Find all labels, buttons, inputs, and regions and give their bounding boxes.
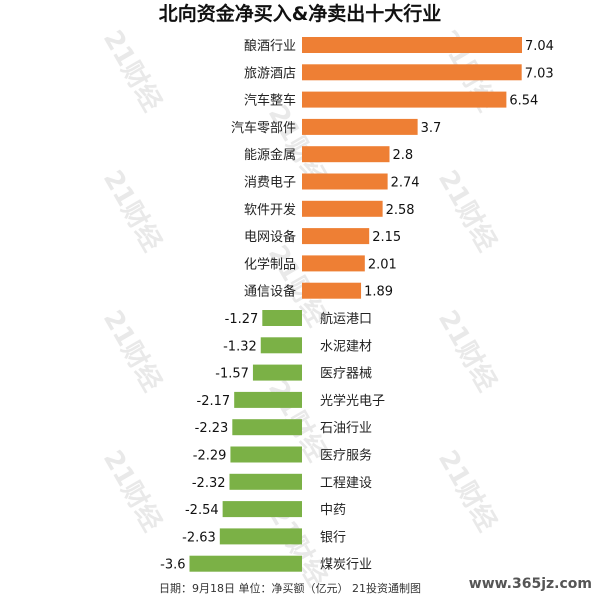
category-label-12: 水泥建材 bbox=[320, 339, 372, 354]
value-label-7: 2.58 bbox=[386, 203, 415, 218]
category-label-1: 酿酒行业 bbox=[244, 38, 296, 54]
watermark-8: 21财经 bbox=[432, 305, 503, 397]
value-label-9: 2.01 bbox=[368, 257, 397, 272]
category-label-20: 煤炭行业 bbox=[320, 558, 372, 573]
category-label-8: 电网设备 bbox=[244, 229, 296, 245]
bar-12 bbox=[260, 337, 302, 354]
value-label-1: 7.04 bbox=[525, 39, 554, 54]
bar-14 bbox=[234, 391, 302, 408]
value-label-6: 2.74 bbox=[391, 176, 420, 191]
category-label-2: 旅游酒店 bbox=[244, 66, 296, 81]
bar-13 bbox=[252, 364, 302, 381]
bar-18 bbox=[222, 501, 302, 518]
bar-8 bbox=[302, 228, 370, 245]
category-label-3: 汽车整车 bbox=[244, 93, 296, 109]
bar-10 bbox=[302, 282, 362, 299]
bar-3 bbox=[302, 91, 507, 108]
value-label-17: -2.32 bbox=[192, 476, 226, 491]
value-label-13: -1.57 bbox=[215, 367, 249, 382]
watermark-5: 21财经 bbox=[432, 165, 503, 257]
bar-16 bbox=[230, 446, 302, 463]
bar-1 bbox=[302, 37, 522, 53]
category-label-11: 航运港口 bbox=[320, 311, 372, 327]
value-label-20: -3.6 bbox=[160, 558, 185, 573]
bar-20 bbox=[189, 555, 302, 572]
value-label-16: -2.29 bbox=[193, 449, 227, 464]
category-label-9: 化学制品 bbox=[244, 256, 296, 272]
category-label-6: 消费电子 bbox=[244, 176, 296, 191]
category-label-5: 能源金属 bbox=[244, 147, 296, 163]
category-label-16: 医疗服务 bbox=[320, 448, 372, 464]
value-label-12: -1.32 bbox=[223, 339, 257, 354]
value-label-2: 7.03 bbox=[525, 66, 554, 81]
category-label-19: 银行 bbox=[320, 530, 346, 545]
category-label-13: 医疗器械 bbox=[320, 367, 372, 382]
category-label-4: 汽车零部件 bbox=[231, 120, 296, 136]
bar-5 bbox=[302, 146, 390, 163]
watermark-6: 21财经 bbox=[97, 305, 168, 397]
bar-6 bbox=[302, 173, 388, 190]
watermark-9: 21财经 bbox=[97, 445, 168, 537]
category-label-17: 工程建设 bbox=[320, 476, 372, 491]
watermark-11: 21财经 bbox=[432, 445, 503, 537]
value-label-15: -2.23 bbox=[195, 421, 229, 436]
value-label-8: 2.15 bbox=[372, 230, 401, 245]
watermark-1: 21财经 bbox=[97, 25, 168, 117]
value-label-10: 1.89 bbox=[364, 285, 393, 300]
category-label-7: 软件开发 bbox=[244, 202, 296, 218]
value-label-18: -2.54 bbox=[185, 503, 219, 518]
category-label-18: 中药 bbox=[320, 503, 346, 518]
bars-group: 酿酒行业 7.04 旅游酒店 7.03 汽车整车 6.54 汽车零部件 3.7 能源金属 2.8 消… bbox=[160, 37, 554, 573]
bar-2 bbox=[302, 64, 522, 81]
bar-7 bbox=[302, 200, 383, 217]
site-mark: www.365jz.com bbox=[469, 576, 592, 592]
bar-15 bbox=[232, 419, 302, 436]
bar-9 bbox=[302, 255, 365, 272]
value-label-11: -1.27 bbox=[225, 312, 259, 327]
value-label-3: 6.54 bbox=[509, 94, 538, 109]
category-label-10: 通信设备 bbox=[244, 284, 296, 300]
value-label-5: 2.8 bbox=[393, 148, 414, 163]
category-label-15: 石油行业 bbox=[320, 421, 372, 436]
bar-17 bbox=[229, 473, 302, 490]
value-label-4: 3.7 bbox=[421, 121, 442, 136]
bar-11 bbox=[262, 310, 302, 326]
value-label-14: -2.17 bbox=[197, 394, 231, 409]
watermark-3: 21财经 bbox=[97, 165, 168, 257]
value-label-19: -2.63 bbox=[182, 530, 216, 545]
bar-19 bbox=[219, 528, 302, 545]
chart-footnote: 日期：9月18日 单位：净买额（亿元） 21投资通制图 bbox=[159, 581, 421, 595]
chart-title: 北向资金净买入&净卖出十大行业 bbox=[159, 2, 442, 25]
bar-4 bbox=[302, 118, 418, 135]
category-label-14: 光学光电子 bbox=[320, 393, 385, 409]
